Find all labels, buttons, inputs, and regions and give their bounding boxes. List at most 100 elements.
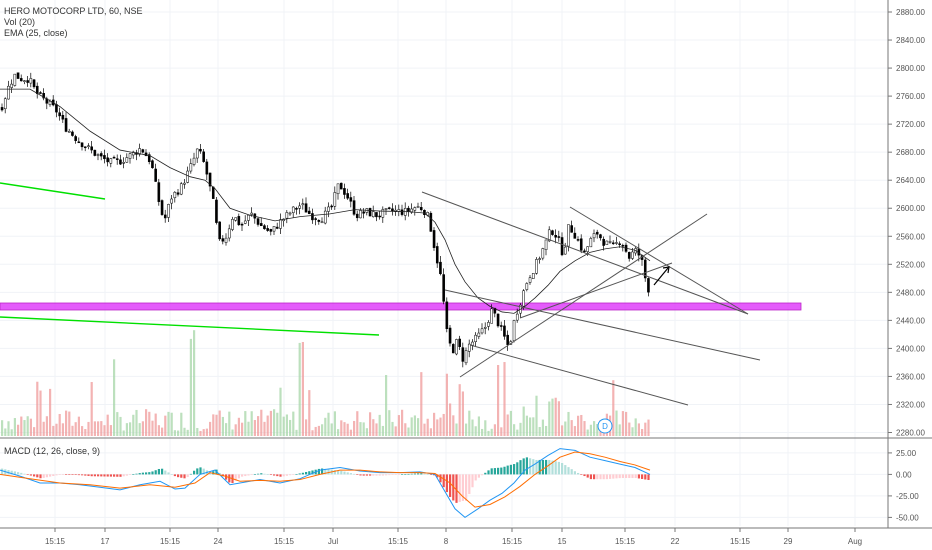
macd-histogram-bar [257, 473, 260, 475]
candle-up [186, 170, 189, 183]
candle-up [397, 209, 401, 212]
volume-bar [522, 406, 525, 436]
macd-histogram-bar [343, 471, 346, 475]
candle-up [7, 85, 10, 100]
macd-histogram-bar [525, 457, 528, 475]
macd-histogram-bar [327, 469, 330, 475]
volume-bar [58, 413, 61, 436]
volume-bar [589, 424, 592, 436]
volume-bar [154, 413, 157, 436]
macd-histogram-bar [103, 474, 106, 477]
macd-histogram-bar [116, 474, 119, 477]
candle-down [83, 146, 87, 149]
macd-histogram-bar [26, 474, 29, 475]
candle-up [227, 228, 231, 239]
macd-histogram-bar [81, 474, 84, 476]
macd-histogram-bar [596, 474, 599, 480]
ema-line [0, 88, 651, 314]
symbol-title[interactable]: HERO MOTOCORP LTD, 60, NSE [4, 6, 143, 16]
candle-down [58, 112, 61, 117]
candle-up [179, 183, 183, 195]
candle-up [23, 80, 26, 82]
macd-histogram-bar [647, 474, 650, 481]
macd-histogram-bar [391, 474, 394, 475]
macd-histogram-bar [301, 472, 304, 475]
trend-lines[interactable] [421, 191, 761, 406]
volume-legend[interactable]: Vol (20) [4, 17, 36, 27]
macd-histogram-bar [423, 473, 426, 475]
macd-histogram-bar [449, 474, 452, 497]
macd-histogram-bar [599, 474, 602, 480]
volume-bar [305, 419, 308, 436]
macd-histogram-bar [45, 474, 48, 478]
volume-bar [161, 427, 164, 436]
volume-bar [359, 422, 362, 436]
macd-histogram-bar [285, 474, 288, 476]
volume-bar [77, 416, 80, 436]
volume-bar [493, 424, 496, 436]
volume-bars [1, 330, 650, 436]
macd-histogram-bar [250, 474, 253, 475]
candle-down [211, 186, 215, 199]
candle-up [586, 246, 589, 252]
macd-histogram-bar [557, 461, 560, 475]
macd-histogram-bar [413, 473, 416, 475]
arrow-head [662, 266, 670, 274]
candle-down [362, 211, 365, 214]
candle-down [77, 141, 81, 144]
candle-up [189, 163, 193, 172]
candle-down [506, 334, 509, 345]
macd-histogram-bar [97, 474, 100, 477]
candle-down [74, 136, 77, 141]
macd-histogram-bar [135, 473, 138, 475]
candle-down [570, 225, 573, 233]
macd-histogram-bar [151, 471, 154, 475]
volume-bar [580, 414, 583, 436]
candle-up [525, 283, 529, 290]
volume-bar [458, 384, 461, 436]
volume-bar [503, 362, 506, 436]
candle-down [215, 199, 218, 223]
drawings-back [0, 182, 802, 336]
macd-histogram-bar [362, 474, 365, 476]
macd-histogram-bar [13, 471, 16, 475]
volume-bar [193, 330, 196, 436]
macd-title[interactable]: MACD (12, 26, close, 9) [4, 446, 101, 456]
candle-down [429, 212, 433, 232]
volume-bar [186, 429, 189, 436]
candle-down [176, 192, 180, 195]
volume-bar [541, 419, 544, 436]
macd-histogram-bar [333, 470, 336, 475]
candle-down [349, 197, 353, 202]
volume-bar [381, 425, 384, 436]
macd-histogram-bar [567, 467, 570, 475]
macd-histogram-bar [311, 470, 314, 475]
candle-down [445, 301, 449, 329]
candle-up [231, 219, 234, 230]
volume-bar [10, 429, 13, 436]
dividend-marker[interactable]: D [597, 418, 613, 434]
candle-down [71, 131, 74, 136]
candle-down [202, 151, 205, 162]
ema-legend[interactable]: EMA (25, close) [4, 28, 68, 38]
volume-bar [138, 423, 141, 436]
candle-down [80, 142, 84, 148]
macd-histogram-bar [106, 474, 109, 477]
macd-histogram-bar [461, 474, 464, 501]
candle-down [442, 274, 445, 302]
channel-upper-line [421, 191, 749, 315]
volume-bar [468, 410, 471, 436]
volume-bar [327, 412, 330, 436]
volume-bar [353, 420, 356, 436]
volume-bar [346, 423, 349, 436]
candle-up [359, 210, 362, 219]
macd-histogram-bar [509, 464, 512, 475]
macd-histogram-bar [477, 474, 480, 478]
candle-up [541, 248, 545, 259]
volume-bar [167, 411, 170, 436]
volume-bar [87, 421, 90, 436]
macd-histogram-bar [71, 474, 74, 475]
volume-bar [407, 427, 410, 436]
volume-bar [343, 422, 346, 436]
